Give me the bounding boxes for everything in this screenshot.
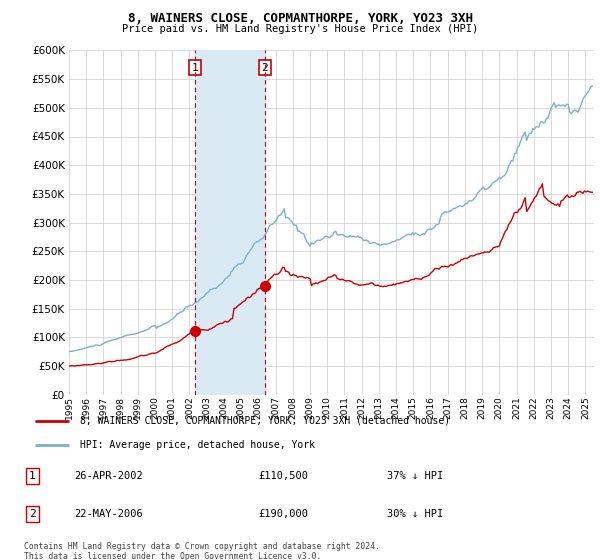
Text: £110,500: £110,500 [259, 471, 308, 481]
Text: 1: 1 [191, 63, 198, 73]
Text: 22-MAY-2006: 22-MAY-2006 [74, 508, 143, 519]
Text: 26-APR-2002: 26-APR-2002 [74, 471, 143, 481]
Text: HPI: Average price, detached house, York: HPI: Average price, detached house, York [80, 440, 315, 450]
Text: 2: 2 [29, 508, 36, 519]
Text: 1: 1 [29, 471, 36, 481]
Text: 8, WAINERS CLOSE, COPMANTHORPE, YORK, YO23 3XH: 8, WAINERS CLOSE, COPMANTHORPE, YORK, YO… [128, 12, 473, 25]
Text: £190,000: £190,000 [259, 508, 308, 519]
Bar [194, 50, 265, 395]
Text: Contains HM Land Registry data © Crown copyright and database right 2024.
This d: Contains HM Land Registry data © Crown c… [24, 542, 380, 560]
Text: 30% ↓ HPI: 30% ↓ HPI [387, 508, 443, 519]
Text: Price paid vs. HM Land Registry's House Price Index (HPI): Price paid vs. HM Land Registry's House … [122, 24, 478, 34]
Text: 2: 2 [262, 63, 268, 73]
Text: 37% ↓ HPI: 37% ↓ HPI [387, 471, 443, 481]
Text: 8, WAINERS CLOSE, COPMANTHORPE, YORK, YO23 3XH (detached house): 8, WAINERS CLOSE, COPMANTHORPE, YORK, YO… [80, 416, 450, 426]
